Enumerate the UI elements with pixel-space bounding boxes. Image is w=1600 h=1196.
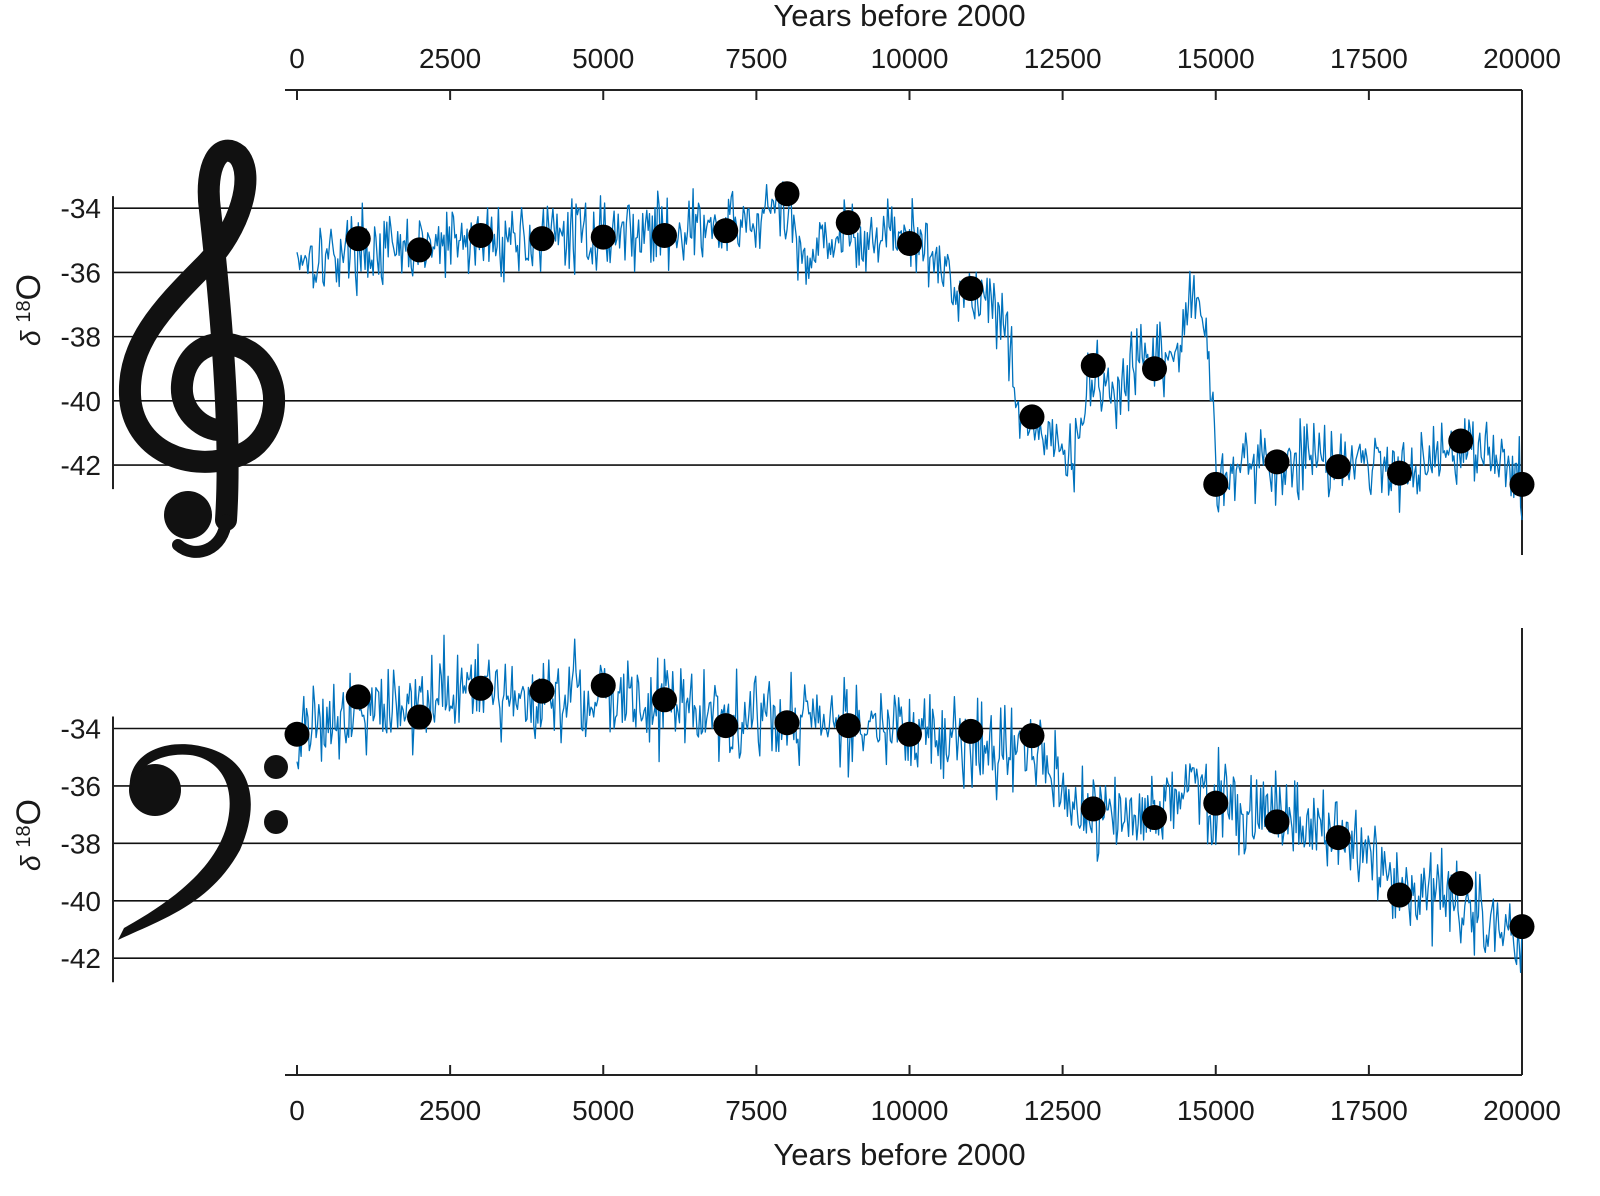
- data-point: [835, 713, 861, 739]
- data-point: [774, 181, 800, 207]
- x-tick-label: 15000: [1177, 43, 1255, 74]
- data-point: [1387, 882, 1412, 908]
- y-tick-label: -42: [61, 943, 101, 974]
- data-point: [652, 222, 677, 248]
- data-point: [652, 687, 677, 713]
- data-point: [713, 218, 739, 244]
- data-point: [1448, 871, 1474, 897]
- y-tick-label: -36: [61, 257, 101, 288]
- data-point: [1203, 790, 1229, 816]
- data-point: [1019, 723, 1045, 749]
- data-point: [958, 275, 984, 301]
- data-point: [1080, 353, 1106, 379]
- x-tick-label: 10000: [871, 43, 949, 74]
- data-point: [1142, 805, 1167, 831]
- data-point: [1509, 471, 1535, 497]
- y-axis-title: δ 18O: [10, 274, 48, 346]
- data-point: [1019, 404, 1045, 430]
- y-tick-label: -40: [61, 886, 101, 917]
- y-tick-label: -38: [61, 322, 101, 353]
- x-tick-label: 12500: [1024, 1095, 1102, 1126]
- x-tick-label: 20000: [1483, 43, 1561, 74]
- data-point: [774, 710, 800, 736]
- data-point: [468, 675, 494, 701]
- y-tick-label: -34: [61, 714, 101, 745]
- data-point: [407, 237, 432, 263]
- upper-panel: -34 -36 -38 -40 -42 0 2500 5000 7500 10000 12500 15…: [10, 0, 1561, 555]
- data-point: [407, 704, 432, 730]
- x-tick-label: 15000: [1177, 1095, 1255, 1126]
- series-line: [296, 634, 1523, 973]
- data-point: [284, 721, 310, 747]
- data-point: [529, 678, 555, 704]
- data-point: [1387, 460, 1412, 486]
- x-tick-label: 5000: [572, 1095, 634, 1126]
- x-tick-label: 0: [289, 43, 305, 74]
- x-tick-label: 2500: [419, 1095, 481, 1126]
- lower-panel: -34 -36 -38 -40 -42 0 2500 5000 7500 10000 12500 15…: [10, 628, 1561, 1172]
- data-point: [1203, 471, 1229, 497]
- x-tick-label: 0: [289, 1095, 305, 1126]
- data-point: [958, 718, 984, 744]
- data-point: [1080, 796, 1106, 822]
- y-tick-label: -36: [61, 771, 101, 802]
- x-tick-label: 12500: [1024, 43, 1102, 74]
- data-point: [590, 672, 616, 698]
- x-tick-label: 5000: [572, 43, 634, 74]
- y-axis-title: δ 18O: [10, 799, 48, 871]
- y-tick-label: -40: [61, 386, 101, 417]
- data-point: [345, 684, 371, 710]
- x-axis-title: Years before 2000: [773, 1137, 1025, 1172]
- x-tick-label: 7500: [725, 1095, 787, 1126]
- data-point: [590, 224, 616, 250]
- x-tick-label: 7500: [725, 43, 787, 74]
- x-tick-label: 2500: [419, 43, 481, 74]
- data-point: [1142, 356, 1167, 382]
- x-tick-label: 20000: [1483, 1095, 1561, 1126]
- data-point: [1325, 454, 1351, 480]
- data-point: [468, 222, 494, 248]
- x-tick-label: 10000: [871, 1095, 949, 1126]
- data-point: [897, 721, 922, 747]
- x-tick-label: 17500: [1330, 1095, 1408, 1126]
- x-axis-title: Years before 2000: [773, 0, 1025, 33]
- data-point: [529, 226, 555, 252]
- data-point: [1264, 809, 1290, 835]
- data-point: [835, 210, 861, 236]
- x-tick-label: 17500: [1330, 43, 1408, 74]
- series-line: [296, 181, 1523, 521]
- data-point: [1325, 825, 1351, 851]
- data-point: [1448, 428, 1474, 454]
- data-point: [897, 230, 922, 256]
- data-point: [345, 226, 371, 252]
- data-point: [1509, 914, 1535, 940]
- data-point: [1264, 449, 1290, 475]
- data-point: [713, 713, 739, 739]
- y-tick-label: -42: [61, 450, 101, 481]
- treble-clef-icon: [118, 139, 286, 558]
- bass-clef-icon: [118, 744, 288, 940]
- y-tick-label: -38: [61, 828, 101, 859]
- y-tick-label: -34: [61, 193, 101, 224]
